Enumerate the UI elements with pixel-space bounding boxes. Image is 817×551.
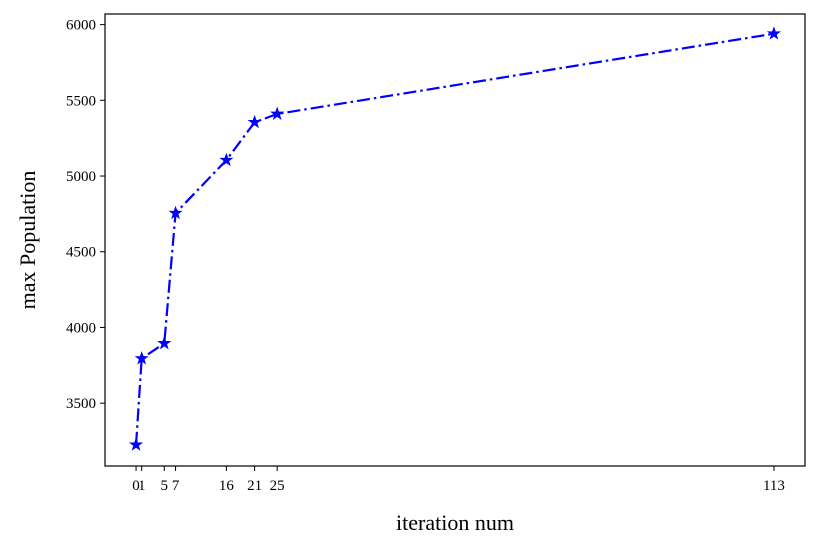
x-tick-label: 25 bbox=[270, 478, 285, 494]
x-tick-label: 21 bbox=[247, 478, 262, 494]
x-tick-label: 7 bbox=[172, 478, 180, 494]
data-point bbox=[247, 114, 262, 129]
data-point bbox=[766, 26, 781, 40]
x-tick-label: 0 bbox=[132, 478, 140, 494]
y-tick-label: 6000 bbox=[66, 18, 96, 34]
x-tick-label: 1 bbox=[138, 478, 146, 494]
x-axis: 01 5 7 16 21 25 113 bbox=[132, 466, 785, 494]
y-tick-label: 3500 bbox=[66, 396, 96, 412]
data-point bbox=[270, 106, 285, 120]
series-line bbox=[134, 32, 775, 445]
y-tick-label: 5500 bbox=[66, 93, 96, 109]
data-point bbox=[157, 335, 172, 350]
y-tick-label: 4500 bbox=[66, 245, 96, 261]
y-axis: 3500 4000 4500 5000 5500 6000 bbox=[66, 18, 105, 412]
x-tick-label: 16 bbox=[219, 478, 235, 494]
data-point bbox=[134, 351, 149, 365]
x-axis-label: iteration num bbox=[396, 510, 514, 535]
series-markers bbox=[128, 26, 781, 451]
y-axis-label: max Population bbox=[15, 171, 40, 310]
data-point bbox=[128, 437, 144, 451]
plot-area bbox=[104, 13, 806, 467]
data-point bbox=[168, 205, 183, 220]
x-tick-label: 5 bbox=[161, 478, 169, 494]
x-tick-label: 113 bbox=[763, 478, 785, 494]
y-tick-label: 5000 bbox=[66, 169, 96, 185]
y-tick-label: 4000 bbox=[66, 320, 96, 336]
data-point bbox=[219, 152, 234, 167]
